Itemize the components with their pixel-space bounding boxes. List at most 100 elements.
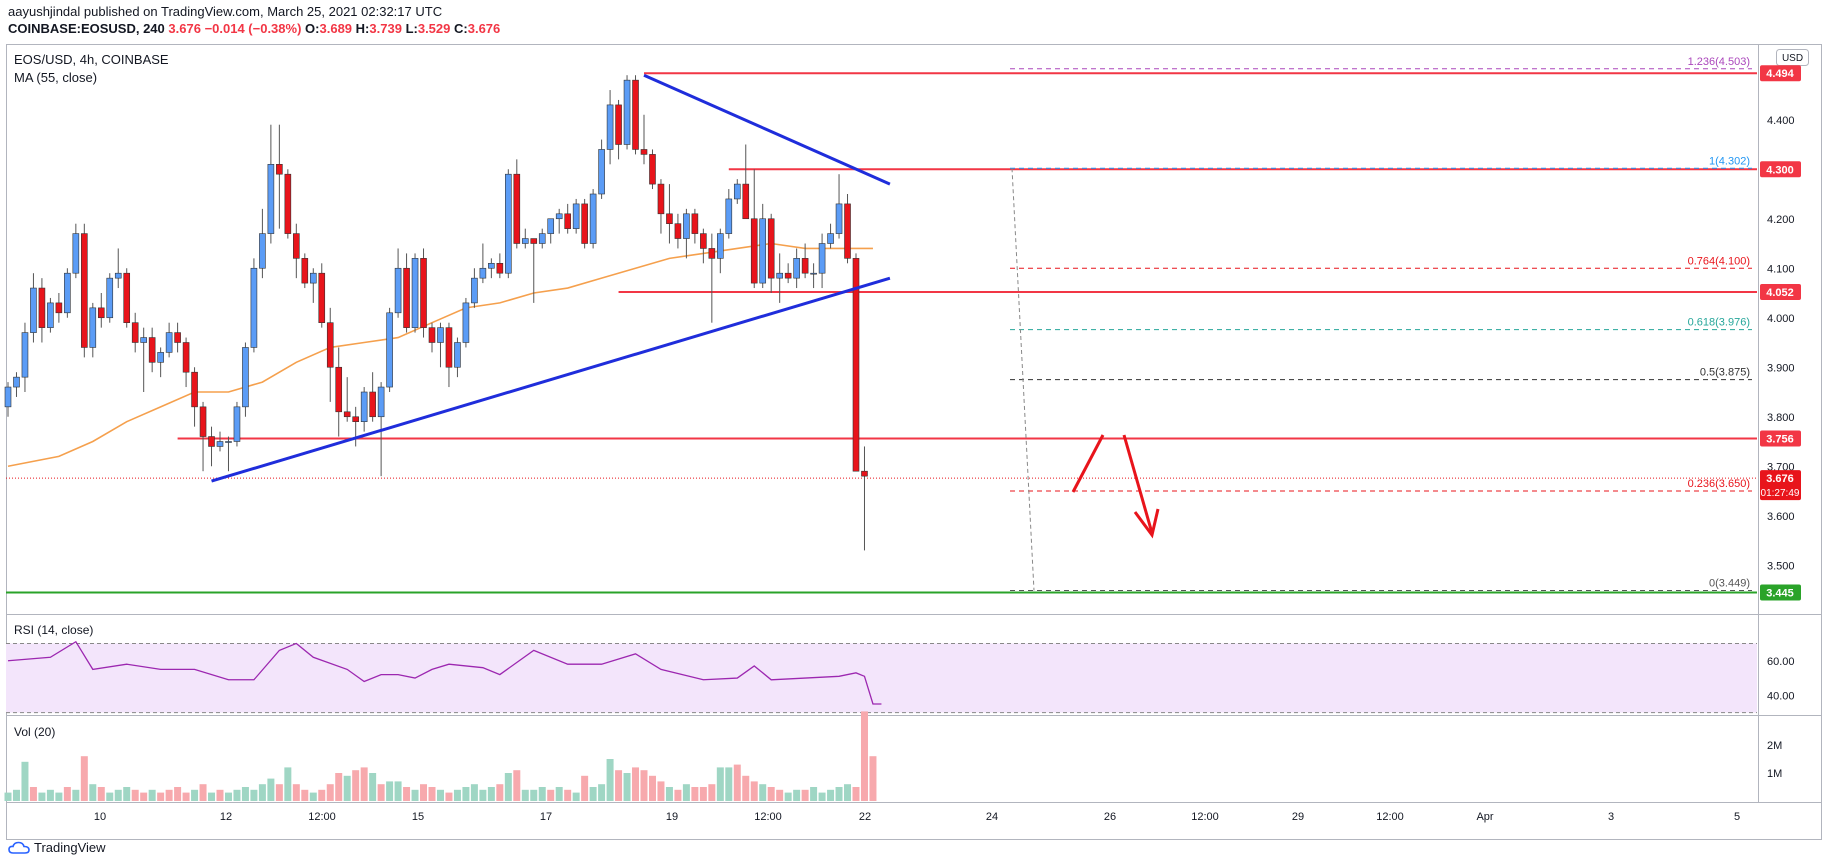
price-change: −0.014 (−0.38%)	[204, 21, 302, 36]
candle-body	[598, 149, 605, 195]
candle-body	[216, 441, 224, 447]
volume-bar	[657, 781, 665, 801]
volume-bar	[615, 770, 623, 801]
candle-body	[148, 337, 156, 363]
candle-body	[293, 233, 300, 259]
tradingview-logo[interactable]: TradingView	[8, 840, 106, 855]
candle-body	[547, 218, 555, 234]
volume-bar	[106, 792, 114, 801]
candle-body	[131, 322, 139, 343]
volume-bar	[335, 773, 343, 801]
level-price-badge-label: 3.756	[1766, 434, 1794, 446]
volume-tick-label: 2M	[1767, 740, 1782, 752]
candle-body	[360, 391, 368, 423]
candle-body	[513, 173, 521, 244]
candle-body	[827, 233, 834, 244]
rsi-tick-label: 60.00	[1767, 656, 1795, 668]
rsi-band-fill	[6, 643, 1757, 713]
volume-bar	[869, 756, 877, 801]
candle-body	[742, 183, 750, 220]
time-tick-label: 24	[986, 811, 998, 823]
fib-level-label: 0.618(3.976)	[1688, 317, 1750, 329]
volume-bar	[699, 787, 707, 801]
volume-bar	[487, 787, 495, 801]
close-label: C:	[454, 21, 468, 36]
volume-bar	[445, 792, 453, 801]
candle-body	[343, 411, 351, 418]
fib-level-label: 0(3.449)	[1709, 577, 1750, 589]
volume-bar	[725, 767, 733, 801]
candle-body	[750, 218, 758, 284]
candle-body	[208, 436, 215, 447]
volume-bar	[547, 789, 555, 801]
candle-body	[793, 258, 800, 279]
up-arrow-annotation	[1071, 434, 1105, 493]
volume-bar	[632, 767, 640, 801]
candle-body	[140, 337, 147, 343]
volume-bar	[123, 787, 131, 801]
candle-body	[810, 272, 817, 275]
trendline[interactable]	[211, 276, 891, 483]
candle-body	[437, 327, 444, 343]
volume-bar	[55, 792, 63, 801]
volume-bar	[309, 792, 317, 801]
candle-body	[174, 332, 181, 343]
volume-bar	[275, 784, 283, 801]
candle-body	[284, 173, 292, 234]
bar-countdown-label: 01:27:49	[1761, 488, 1800, 499]
trendline[interactable]	[643, 73, 891, 186]
time-tick-label: 12	[220, 811, 232, 823]
volume-bar	[750, 781, 758, 801]
tradingview-brand: TradingView	[34, 840, 106, 855]
time-tick-label: 15	[412, 811, 424, 823]
volume-bar	[377, 784, 385, 801]
volume-bar	[241, 787, 249, 801]
candle-body	[182, 342, 190, 373]
candle-body	[700, 233, 707, 249]
candle-body	[352, 416, 359, 422]
volume-bar	[63, 787, 71, 801]
candle-body	[759, 218, 767, 284]
volume-bar	[326, 784, 334, 801]
candle-body	[479, 267, 487, 279]
volume-bar	[860, 711, 868, 801]
candle-body	[683, 213, 690, 239]
volume-bar	[420, 784, 428, 801]
volume-bar	[716, 767, 724, 801]
candle-body	[259, 233, 266, 269]
candle-body	[97, 307, 105, 319]
volume-bar	[479, 789, 487, 801]
candle-body	[250, 267, 258, 348]
volume-bar	[470, 784, 478, 801]
level-price-badge	[1760, 284, 1801, 301]
chart-frame	[6, 44, 1822, 840]
tradingview-cloud-icon	[8, 841, 30, 854]
volume-bar	[80, 756, 88, 801]
volume-bar	[318, 789, 326, 801]
rsi-tick-label: 40.00	[1767, 690, 1795, 702]
candle-body	[21, 332, 29, 378]
volume-bar	[572, 792, 580, 801]
rsi-legend: RSI (14, close)	[14, 623, 93, 637]
volume-bar	[301, 789, 309, 801]
candle-body	[81, 233, 88, 348]
volume-bar	[852, 787, 860, 801]
candle-body	[776, 272, 783, 279]
open-label: O:	[305, 21, 320, 36]
symbol-name[interactable]: COINBASE:EOSUSD, 240	[8, 21, 165, 36]
volume-bar	[682, 784, 690, 801]
volume-bar	[21, 761, 29, 801]
candle-body	[335, 366, 343, 413]
volume-bar	[140, 792, 148, 801]
volume-bar	[742, 775, 750, 801]
volume-bar	[759, 784, 767, 801]
candle-body	[767, 218, 775, 279]
candle-body	[13, 376, 20, 388]
candle-body	[666, 213, 673, 225]
volume-bar	[157, 792, 165, 801]
volume-bar	[267, 778, 275, 801]
price-tick-label: 4.200	[1767, 214, 1795, 226]
level-price-badge-label: 4.052	[1766, 287, 1794, 299]
volume-tick-label: 1M	[1767, 768, 1782, 780]
